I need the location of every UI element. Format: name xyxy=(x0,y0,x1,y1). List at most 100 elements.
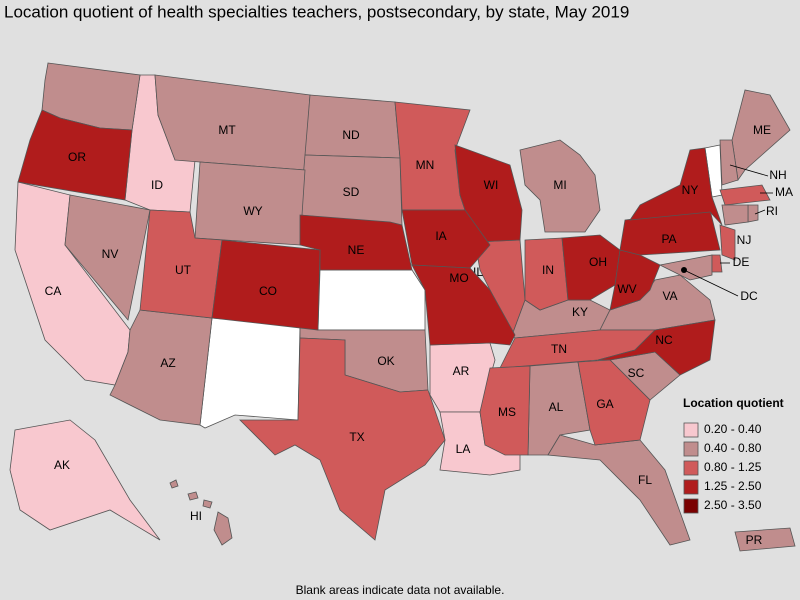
state-shape xyxy=(169,479,179,489)
state-label: WI xyxy=(484,178,499,192)
state-label: ND xyxy=(342,128,360,142)
state-label: HI xyxy=(190,509,202,523)
state-label: IN xyxy=(542,263,554,277)
state xyxy=(658,254,713,281)
state-label: ME xyxy=(753,123,771,137)
state-label: AK xyxy=(54,458,70,472)
state: NH xyxy=(719,139,787,186)
state: AZ xyxy=(109,309,213,426)
state: IA xyxy=(401,209,491,269)
state-label: FL xyxy=(638,473,652,487)
leader-line xyxy=(683,269,739,297)
legend-label: 0.80 - 1.25 xyxy=(704,460,762,474)
legend-swatch xyxy=(683,422,699,438)
state-label: OR xyxy=(68,150,86,164)
state-label: MI xyxy=(553,178,566,192)
state: NY xyxy=(629,147,723,226)
state-shape xyxy=(524,237,569,311)
state: HI xyxy=(169,479,233,546)
state-label: AL xyxy=(549,400,564,414)
state-label: SC xyxy=(628,366,645,380)
state-shape xyxy=(629,147,723,226)
state-shape xyxy=(64,194,151,321)
state-label: PA xyxy=(661,232,676,246)
state-label: OH xyxy=(589,255,607,269)
legend-label: 0.40 - 0.80 xyxy=(704,441,762,455)
state-label: NY xyxy=(682,183,699,197)
state-shape xyxy=(109,309,213,426)
legend-swatch xyxy=(683,479,699,495)
state-shape xyxy=(719,184,771,206)
state-label: SD xyxy=(343,185,360,199)
title: Location quotient of health specialties … xyxy=(4,2,629,21)
state: PA xyxy=(619,209,721,256)
state-label: UT xyxy=(175,263,192,277)
state: NJ xyxy=(719,224,751,261)
state-shape xyxy=(213,511,233,546)
state: GA xyxy=(577,359,651,446)
state-shape xyxy=(597,319,716,376)
state: NE xyxy=(299,214,413,271)
state-shape xyxy=(401,209,491,269)
state: MI xyxy=(519,139,601,233)
state-label: AR xyxy=(453,364,470,378)
legend-label: 1.25 - 2.50 xyxy=(704,479,762,493)
state-label: CA xyxy=(45,284,62,298)
state-shape xyxy=(9,419,161,541)
legend-swatch xyxy=(683,498,699,514)
state-label: WY xyxy=(243,204,262,218)
state-shape xyxy=(211,239,321,331)
state-label: MN xyxy=(416,158,435,172)
state: ND xyxy=(304,94,401,159)
state-label: TN xyxy=(551,342,567,356)
state: OH xyxy=(561,234,621,301)
state: NV xyxy=(64,194,151,321)
legend-title: Location quotient xyxy=(683,396,784,410)
leader-line xyxy=(754,209,766,215)
state-label: DC xyxy=(740,289,758,303)
state: NC xyxy=(597,319,716,376)
state: SD xyxy=(299,154,403,226)
state-shape xyxy=(187,491,199,501)
legend: 0.20 - 0.40 0.40 - 0.80 0.80 - 1.25 1.25 - … xyxy=(683,422,762,514)
state-shape xyxy=(547,434,691,546)
state-shape xyxy=(17,109,133,201)
state-blank xyxy=(199,317,301,429)
state-label: PR xyxy=(746,533,763,547)
state-label: VA xyxy=(662,289,677,303)
state-shape xyxy=(411,264,516,346)
state-shape xyxy=(658,254,713,281)
state: MN xyxy=(394,101,471,211)
state-label: MA xyxy=(775,185,793,199)
state-label: KY xyxy=(572,305,588,319)
leader-line xyxy=(729,164,769,177)
state-label: GA xyxy=(596,397,613,411)
state-shape xyxy=(519,139,601,233)
state-label: AZ xyxy=(160,356,175,370)
state-label: NH xyxy=(769,168,786,182)
legend-swatch xyxy=(683,460,699,476)
note: Blank areas indicate data not available. xyxy=(296,583,505,597)
state: WY xyxy=(194,161,306,246)
state-label: NV xyxy=(102,247,119,261)
state: MS xyxy=(479,365,531,456)
legend-label: 2.50 - 3.50 xyxy=(704,498,762,512)
state-shape xyxy=(479,365,531,456)
state-shape xyxy=(719,224,736,261)
state-label: IA xyxy=(435,229,446,243)
state: PR xyxy=(734,527,796,552)
state-shape xyxy=(454,144,523,243)
state-shape xyxy=(734,527,796,552)
state: OR xyxy=(17,109,133,201)
state: TX xyxy=(239,337,446,541)
legend-label: 0.20 - 0.40 xyxy=(704,422,762,436)
state-shape xyxy=(721,204,749,226)
state: DE xyxy=(711,254,749,273)
state-label: LA xyxy=(456,442,471,456)
state-label: NC xyxy=(655,333,673,347)
state-label: WV xyxy=(617,282,636,296)
state xyxy=(721,204,749,226)
state: AK xyxy=(9,419,161,541)
legend-swatch xyxy=(683,441,699,457)
